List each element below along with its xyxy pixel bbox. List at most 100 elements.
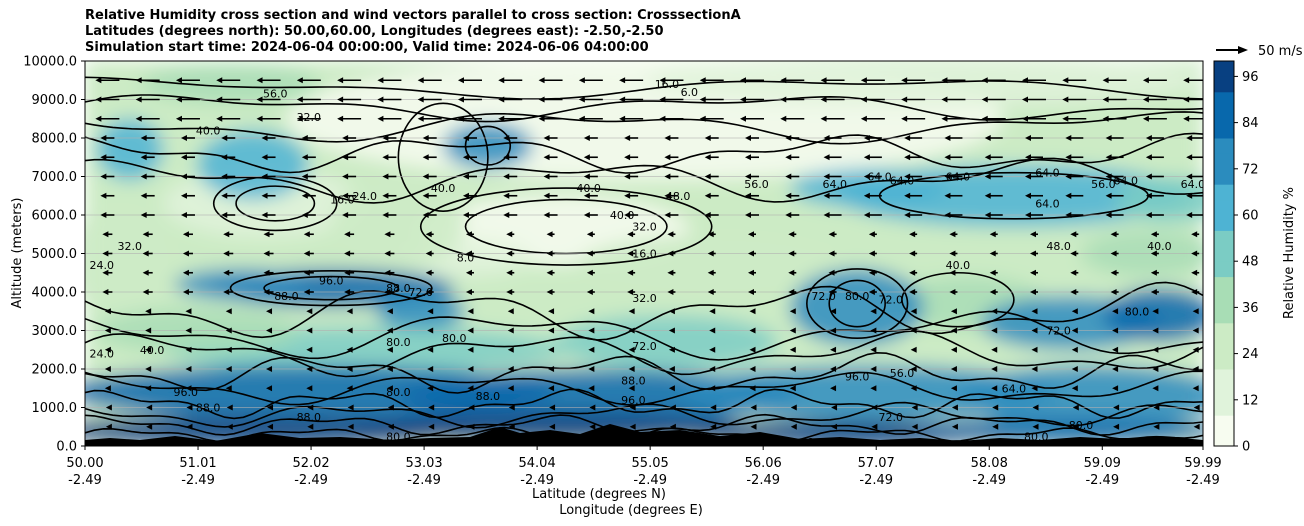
wind-arrow-head — [860, 115, 867, 122]
contour-label: 48.0 — [1046, 240, 1071, 253]
wind-arrow-head — [425, 250, 432, 257]
wind-arrow-head — [785, 135, 792, 141]
wind-arrow-head — [256, 96, 263, 103]
wind-arrow-head — [182, 250, 189, 257]
wind-arrow-head — [1110, 231, 1117, 238]
wind-arrow-head — [301, 192, 308, 199]
x-tick-label-lat: 59.99 — [1184, 456, 1221, 471]
wind-arrow-head — [261, 135, 268, 141]
wind-arrow-head — [870, 366, 877, 372]
wind-arrow-head — [387, 404, 394, 411]
wind-arrow-head — [256, 115, 263, 122]
colorbar-band — [1214, 107, 1234, 124]
x-tick-label-lon: -2.49 — [972, 473, 1006, 488]
wind-arrow-head — [296, 115, 303, 122]
wind-arrow-head — [301, 154, 308, 161]
x-tick-label-lat: 58.08 — [971, 456, 1008, 471]
wind-arrow-head — [146, 404, 153, 411]
wind-arrow-head — [1145, 173, 1152, 180]
x-tick-label-lat: 54.04 — [519, 456, 556, 471]
wind-arrow-head — [1030, 289, 1037, 295]
contour-label: 8.0 — [457, 251, 475, 264]
x-tick-label-lat: 50.00 — [66, 456, 103, 471]
y-tick-label: 8000.0 — [32, 132, 78, 147]
colorbar-band — [1214, 307, 1234, 324]
wind-arrow-head — [1065, 154, 1072, 161]
x-tick-label-lat: 55.05 — [632, 456, 669, 471]
wind-arrow-head — [140, 212, 147, 218]
wind-arrow-head — [468, 423, 475, 430]
contour-ring — [235, 185, 316, 222]
wind-arrow-head — [386, 366, 393, 372]
contour-label: 72.0 — [408, 286, 433, 299]
y-tick-label: 1000.0 — [32, 401, 78, 416]
wind-arrow-head — [180, 173, 187, 180]
wind-arrow-head — [498, 115, 505, 122]
wind-arrow-head — [628, 366, 635, 372]
wind-arrow-head — [823, 154, 830, 161]
wind-arrow-head — [830, 308, 837, 315]
wind-arrow-head — [135, 96, 142, 103]
wind-arrow-head — [1065, 212, 1072, 218]
wind-arrow-head — [911, 423, 918, 430]
wind-arrow-head — [142, 231, 149, 238]
wind-arrow-head — [1152, 385, 1159, 392]
wind-arrow-head — [904, 173, 911, 180]
wind-arrow-head — [427, 327, 434, 334]
contour-label: 64.0 — [1035, 167, 1060, 180]
wind-arrow-head — [744, 135, 751, 141]
wind-arrow-head — [910, 346, 917, 353]
wind-arrow-head — [747, 250, 754, 257]
contour-ring — [901, 271, 1015, 328]
wind-arrow-head — [901, 77, 908, 84]
wind-arrow-head — [828, 289, 835, 295]
wind-arrow-head — [346, 308, 353, 315]
wind-arrow-head — [306, 327, 313, 334]
wind-arrow-head — [1152, 308, 1159, 315]
wind-arrow-head — [100, 173, 107, 180]
wind-arrow-head — [789, 327, 796, 334]
wind-arrow-head — [303, 289, 310, 295]
contour-label: 32.0 — [297, 111, 322, 124]
wind-arrow-head — [863, 154, 870, 161]
wind-arrow-head — [628, 385, 635, 392]
colorbar-band — [1214, 430, 1234, 447]
wind-arrow-head — [950, 385, 957, 392]
colorbar-ticks: 0 12 24 36 48 60 72 84 96 — [1234, 70, 1259, 455]
wind-arrow-head — [830, 385, 837, 392]
wind-arrow-head — [950, 327, 957, 334]
wind-arrow-head — [543, 173, 550, 180]
wind-arrow-head — [223, 269, 230, 276]
wind-arrow-head — [1030, 231, 1037, 238]
wind-arrow-head — [457, 77, 464, 84]
contour-label: 72.0 — [1046, 325, 1071, 338]
wind-arrow-head — [465, 269, 472, 276]
wind-arrow-head — [991, 308, 998, 315]
wind-arrow-head — [619, 77, 626, 84]
wind-arrow-head — [823, 212, 830, 218]
wind-arrow-head — [667, 289, 674, 295]
chart-title: Relative Humidity cross section and wind… — [85, 8, 741, 56]
wind-arrow-head — [135, 115, 142, 122]
contour-label: 56.0 — [890, 367, 915, 380]
wind-arrow-head — [710, 423, 717, 430]
wind-arrow-head — [225, 385, 232, 392]
wind-arrow-head — [427, 308, 434, 315]
wind-arrow-head — [664, 192, 671, 199]
contour-label: 40.0 — [431, 182, 456, 195]
wind-arrow-head — [1186, 154, 1193, 161]
wind-arrow-head — [185, 385, 192, 392]
wind-arrow-head — [417, 77, 424, 84]
contour-ring — [397, 102, 489, 212]
wind-arrow-head — [984, 212, 991, 218]
wind-arrow-head — [949, 289, 956, 295]
contour-line — [85, 388, 1203, 420]
wind-arrow-head — [1193, 423, 1200, 430]
wind-arrow-head — [102, 289, 109, 295]
wind-arrow-head — [425, 231, 432, 238]
x-tick-label-lat: 53.03 — [405, 456, 442, 471]
plot-area: 56.032.040.016.06.048.040.040.032.016.03… — [85, 61, 1203, 446]
wind-arrow-head — [830, 327, 837, 334]
contour-ring — [419, 187, 713, 266]
